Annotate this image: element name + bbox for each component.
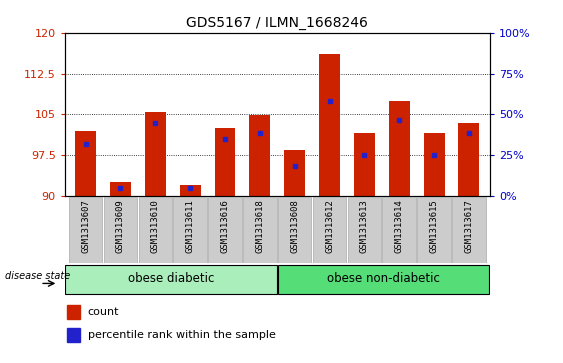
FancyBboxPatch shape	[69, 197, 102, 262]
FancyBboxPatch shape	[348, 197, 381, 262]
FancyBboxPatch shape	[243, 197, 276, 262]
FancyBboxPatch shape	[208, 197, 242, 262]
Bar	[249, 115, 270, 196]
Text: GSM1313607: GSM1313607	[81, 199, 90, 253]
FancyBboxPatch shape	[278, 197, 311, 262]
Bar	[215, 128, 235, 196]
Text: GSM1313610: GSM1313610	[151, 199, 160, 253]
Bar	[458, 123, 479, 196]
Bar	[68, 305, 80, 319]
FancyBboxPatch shape	[417, 197, 451, 262]
Text: obese non-diabetic: obese non-diabetic	[327, 272, 440, 285]
Text: GSM1313617: GSM1313617	[464, 199, 473, 253]
FancyBboxPatch shape	[104, 197, 137, 262]
Text: GSM1313614: GSM1313614	[395, 199, 404, 253]
Bar	[423, 134, 445, 196]
FancyBboxPatch shape	[138, 197, 172, 262]
Text: count: count	[88, 307, 119, 317]
Text: GSM1313611: GSM1313611	[186, 199, 195, 253]
Text: percentile rank within the sample: percentile rank within the sample	[88, 330, 275, 340]
Bar	[110, 183, 131, 196]
Text: GSM1313616: GSM1313616	[221, 199, 230, 253]
Bar	[68, 328, 80, 342]
Text: GSM1313613: GSM1313613	[360, 199, 369, 253]
Text: GSM1313612: GSM1313612	[325, 199, 334, 253]
FancyBboxPatch shape	[278, 265, 489, 294]
FancyBboxPatch shape	[382, 197, 416, 262]
FancyBboxPatch shape	[313, 197, 346, 262]
Bar	[354, 134, 375, 196]
FancyBboxPatch shape	[452, 197, 486, 262]
Text: GSM1313609: GSM1313609	[116, 199, 125, 253]
Text: GSM1313618: GSM1313618	[256, 199, 265, 253]
Bar	[145, 112, 166, 196]
Text: obese diabetic: obese diabetic	[128, 272, 214, 285]
Text: disease state: disease state	[5, 271, 70, 281]
Text: GSM1313608: GSM1313608	[290, 199, 299, 253]
Bar	[319, 54, 340, 196]
Text: GSM1313615: GSM1313615	[430, 199, 439, 253]
Bar	[75, 131, 96, 196]
Title: GDS5167 / ILMN_1668246: GDS5167 / ILMN_1668246	[186, 16, 368, 30]
Bar	[180, 185, 200, 196]
Bar	[389, 101, 410, 196]
FancyBboxPatch shape	[173, 197, 207, 262]
Bar	[284, 150, 305, 196]
FancyBboxPatch shape	[65, 265, 276, 294]
